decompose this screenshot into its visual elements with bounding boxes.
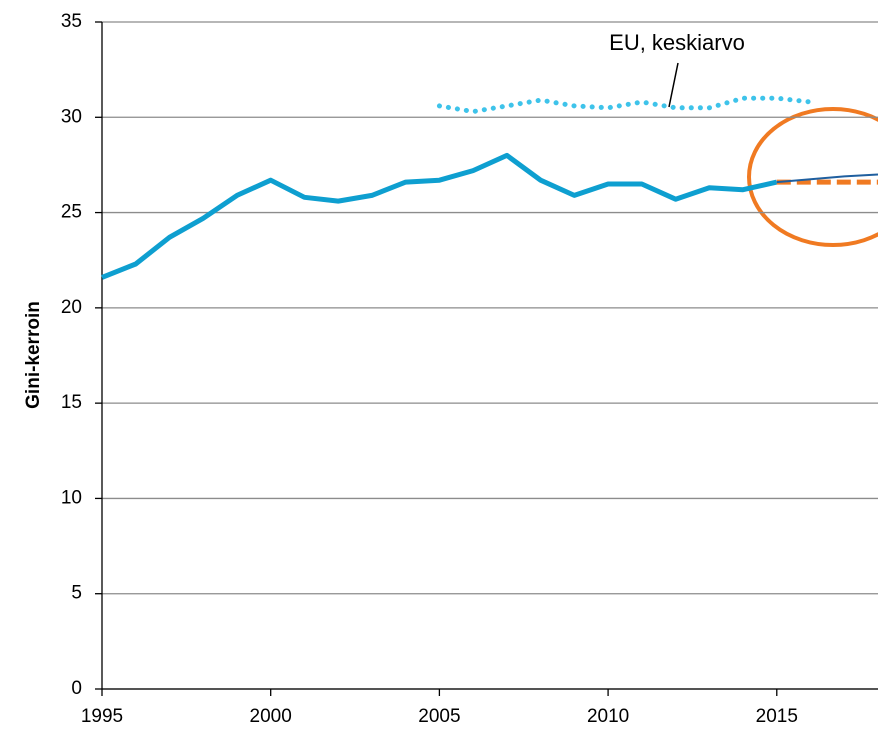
y-tick-label: 30 [61,106,82,127]
x-tick-label: 2005 [418,706,460,727]
x-tick-label: 1995 [81,706,123,727]
annotation-leader [668,62,679,108]
x-tick-label: 2010 [587,706,629,727]
x-tick-label: 2015 [756,706,798,727]
series-line [101,152,778,280]
x-tick-label: 2000 [250,706,292,727]
series-line [776,173,878,184]
series-line [436,95,813,115]
y-tick-label: 25 [61,202,82,223]
y-tick-label: 5 [71,583,82,604]
y-tick-label: 35 [61,11,82,32]
y-tick-label: 15 [61,392,82,413]
annotation: EU, keskiarvo [609,30,745,55]
y-axis-label: Gini-kerroin [23,301,44,409]
y-tick-label: 10 [61,487,82,508]
highlight-ellipse [747,107,878,247]
y-tick-label: 0 [71,678,82,699]
y-tick-label: 20 [61,297,82,318]
